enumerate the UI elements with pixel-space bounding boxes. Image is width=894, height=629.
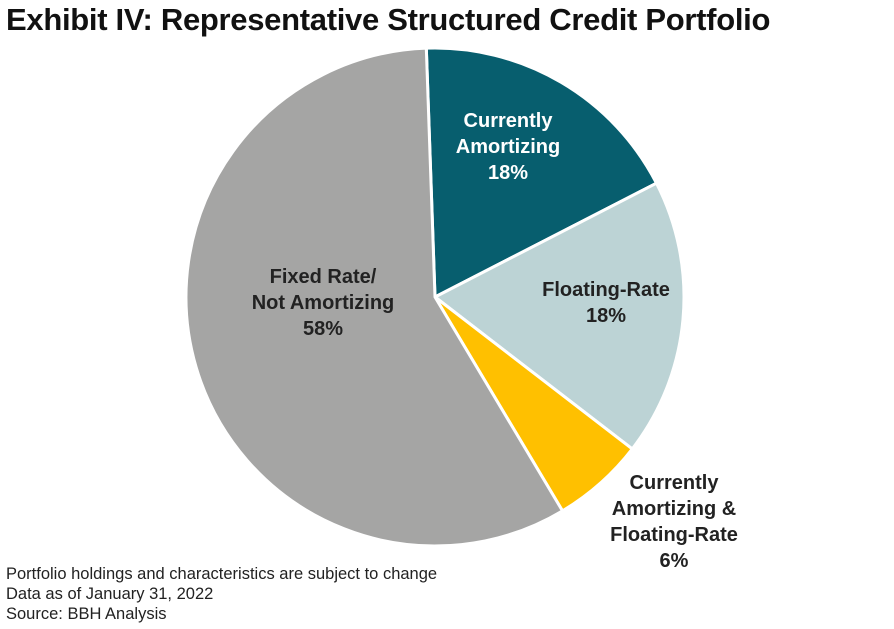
slice-floating-rate (433, 181, 686, 451)
slice-label-line: Floating-Rate (542, 279, 670, 301)
slice-fixed-rate-not-amortizing (184, 46, 564, 548)
slice-label-floating-rate: Floating-Rate 18% (542, 279, 670, 327)
slice-value-label: 58% (303, 318, 343, 340)
slice-value-label: 6% (660, 550, 689, 572)
chart-title: Exhibit IV: Representative Structured Cr… (6, 2, 771, 37)
slice-label-line: Amortizing (456, 136, 560, 158)
slice-label-line: Amortizing & (612, 498, 736, 520)
slice-label-line: Fixed Rate/ (270, 266, 377, 288)
slice-label-line: Not Amortizing (252, 292, 395, 314)
slice-label-line: Currently (630, 472, 720, 494)
slice-value-label: 18% (488, 162, 528, 184)
slice-currently-amortizing (424, 46, 658, 299)
footnotes: Portfolio holdings and characteristics a… (6, 564, 437, 624)
footnote-disclaimer: Portfolio holdings and characteristics a… (6, 565, 438, 583)
footnote-source: Source: BBH Analysis (6, 605, 167, 623)
slice-label-line: Currently (464, 110, 554, 132)
slice-label-currently-amortizing: Currently Amortizing 18% (456, 110, 560, 184)
slice-label-fixed-rate-not-amortizing: Fixed Rate/Not Amortizing 58% (252, 266, 395, 340)
slice-label-line: Floating-Rate (610, 524, 738, 546)
slice-value-label: 18% (586, 305, 626, 327)
slice-label-amortizing-and-floating-rate: Currently Amortizing & Floating-Rate 6% (610, 472, 738, 572)
footnote-date: Data as of January 31, 2022 (6, 585, 214, 603)
